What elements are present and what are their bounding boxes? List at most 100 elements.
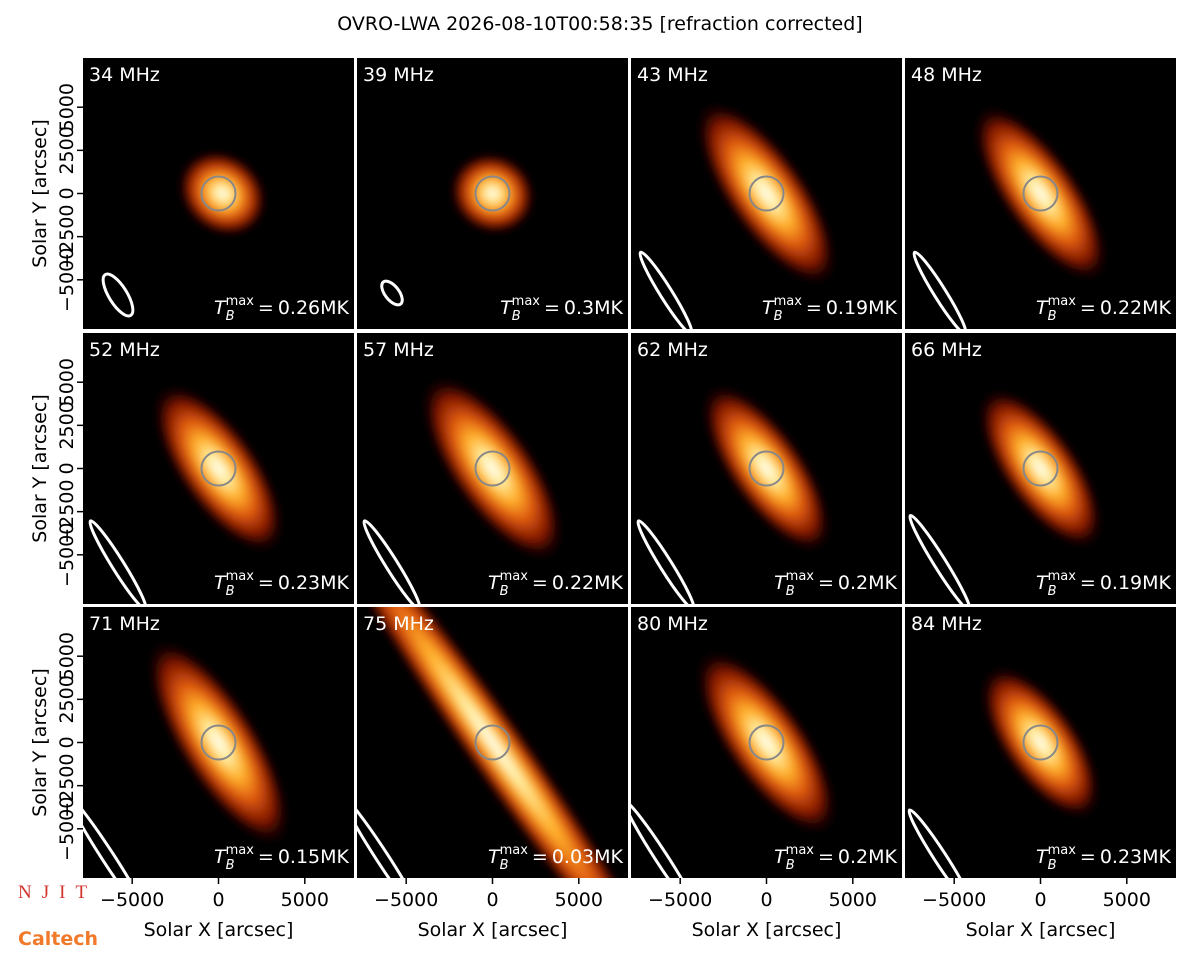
tb-max-label: TBmax = 0.23MK	[1036, 843, 1171, 873]
tb-max-label: TBmax = 0.26MK	[214, 294, 349, 324]
tb-eq: =	[806, 297, 822, 319]
tb-symbol: T	[500, 297, 513, 319]
frequency-label: 52 MHz	[89, 339, 160, 361]
beam	[362, 519, 422, 604]
frequency-label: 66 MHz	[911, 339, 982, 361]
beam	[101, 272, 135, 318]
solar-disk	[474, 175, 511, 212]
frequency-label: 43 MHz	[637, 64, 708, 86]
tb-sup: max	[226, 294, 255, 309]
x-tick-label: 5000	[1103, 889, 1151, 911]
emission	[980, 665, 1101, 820]
tb-max-label: TBmax = 0.22MK	[488, 569, 623, 599]
emission	[695, 100, 838, 287]
tb-max-label: TBmax = 0.19MK	[762, 294, 897, 324]
x-axis-label: Solar X [arcsec]	[144, 919, 294, 941]
tb-value: 0.2MK	[838, 572, 898, 594]
tb-symbol: T	[1036, 297, 1049, 319]
tb-max-label: TBmax = 0.2MK	[774, 843, 897, 873]
emission	[420, 375, 565, 562]
y-tick-label: −5000	[56, 248, 78, 312]
tb-sup: max	[500, 569, 529, 584]
tb-eq: =	[1080, 572, 1096, 594]
tb-sup: max	[226, 569, 255, 584]
tb-eq: =	[544, 297, 560, 319]
tb-eq: =	[818, 572, 834, 594]
y-tick-label: 0	[56, 187, 78, 199]
tb-sub: B	[500, 858, 509, 873]
tb-symbol: T	[488, 846, 501, 868]
panel	[357, 333, 628, 604]
y-tick-label: 5000	[56, 358, 78, 406]
tb-sub: B	[1048, 858, 1057, 873]
solar-disk	[748, 175, 785, 212]
tb-symbol: T	[488, 572, 501, 594]
tb-eq: =	[258, 297, 274, 319]
x-tick-label: −5000	[922, 889, 986, 911]
tb-sub: B	[226, 309, 235, 324]
panel	[83, 333, 354, 604]
tb-max-label: TBmax = 0.22MK	[1036, 294, 1171, 324]
tb-sub: B	[786, 858, 795, 873]
tb-value: 0.19MK	[826, 297, 898, 319]
emission	[146, 638, 291, 847]
tb-sup: max	[1048, 843, 1077, 858]
tb-value: 0.22MK	[1100, 297, 1172, 319]
frequency-label: 48 MHz	[911, 64, 982, 86]
tb-symbol: T	[1036, 846, 1049, 868]
solar-disk	[200, 450, 237, 487]
tb-max-label: TBmax = 0.3MK	[500, 294, 623, 324]
panel	[631, 607, 902, 878]
tb-value: 0.2MK	[838, 846, 898, 868]
solar-disk	[474, 450, 511, 487]
beam	[357, 795, 424, 878]
x-tick-label: 0	[1034, 889, 1046, 911]
x-tick-label: 0	[486, 889, 498, 911]
y-axis-label: Solar Y [arcsec]	[29, 668, 51, 816]
tb-eq: =	[532, 572, 548, 594]
tb-eq: =	[258, 846, 274, 868]
tb-max-label: TBmax = 0.2MK	[774, 569, 897, 599]
tb-eq: =	[818, 846, 834, 868]
frequency-label: 34 MHz	[89, 64, 160, 86]
tb-sup: max	[1048, 294, 1077, 309]
tb-eq: =	[532, 846, 548, 868]
solar-disk	[200, 724, 237, 761]
y-tick-label: −2500	[56, 205, 78, 269]
x-tick-label: −5000	[374, 889, 438, 911]
y-tick-label: 2500	[56, 401, 78, 449]
y-tick-label: −2500	[56, 754, 78, 818]
tb-sub: B	[786, 584, 795, 599]
emission	[701, 383, 832, 554]
beam	[636, 519, 696, 604]
tb-value: 0.23MK	[278, 572, 350, 594]
solar-disk	[748, 724, 785, 761]
tb-symbol: T	[1036, 572, 1049, 594]
tb-symbol: T	[214, 297, 227, 319]
emission	[357, 607, 628, 878]
x-tick-label: 5000	[555, 889, 603, 911]
tb-max-label: TBmax = 0.03MK	[488, 843, 623, 873]
beam	[380, 279, 404, 307]
solar-disk	[1022, 724, 1059, 761]
tb-symbol: T	[214, 572, 227, 594]
emission	[177, 150, 268, 237]
x-tick-label: 5000	[829, 889, 877, 911]
logo-caltech: Caltech	[18, 928, 98, 950]
beam	[912, 250, 968, 329]
frequency-label: 57 MHz	[363, 339, 434, 361]
panel	[83, 58, 354, 329]
tb-sup: max	[786, 843, 815, 858]
tb-value: 0.19MK	[1100, 572, 1172, 594]
tb-max-label: TBmax = 0.23MK	[214, 569, 349, 599]
y-tick-label: −2500	[56, 480, 78, 544]
panel	[357, 607, 628, 878]
tb-sub: B	[1048, 584, 1057, 599]
panel	[357, 58, 628, 329]
y-tick-label: −5000	[56, 523, 78, 587]
frequency-label: 84 MHz	[911, 613, 982, 635]
y-tick-label: 0	[56, 736, 78, 748]
tb-symbol: T	[214, 846, 227, 868]
emission	[152, 383, 285, 554]
